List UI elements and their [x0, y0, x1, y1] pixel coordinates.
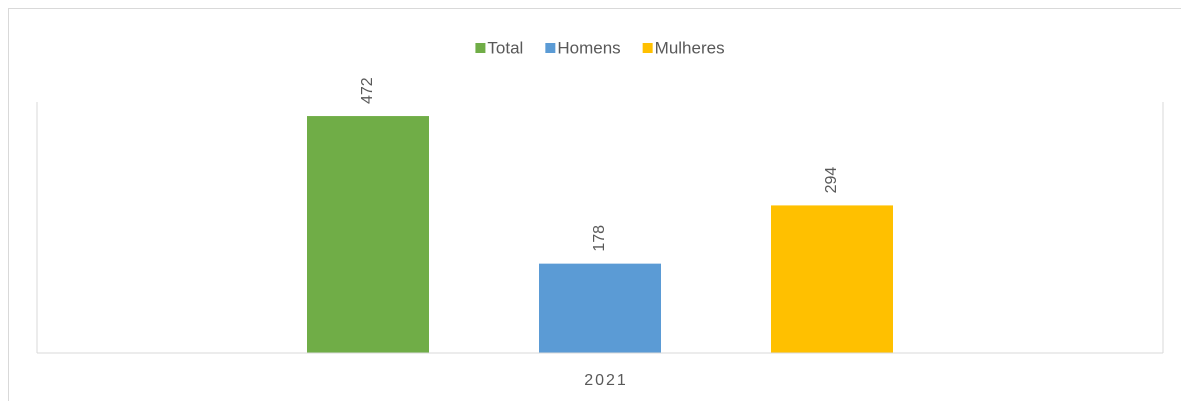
data-label: 294	[823, 167, 840, 194]
bar	[307, 116, 429, 353]
legend-label: Mulheres	[655, 38, 725, 57]
legend-label: Total	[487, 38, 523, 57]
data-label: 178	[591, 225, 608, 252]
x-tick-label: 2021	[584, 372, 628, 389]
legend-swatch	[642, 43, 653, 53]
legend-swatch	[475, 43, 486, 53]
chart-frame	[8, 8, 1181, 401]
legend-swatch	[545, 43, 556, 53]
bar	[771, 205, 893, 353]
data-label: 472	[359, 77, 376, 104]
legend: Total Homens Mulheres	[475, 38, 725, 57]
legend-label: Homens	[557, 38, 620, 57]
bar	[539, 263, 661, 353]
